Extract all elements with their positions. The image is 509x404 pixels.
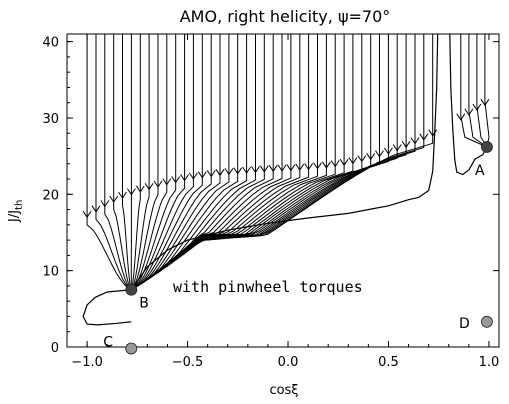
special-curve-right-branch: [130, 33, 439, 291]
trajectory-line: [131, 34, 354, 291]
special-curve-left-hook: [82, 289, 132, 326]
direction-arrow: [357, 155, 367, 163]
trajectory-line: [131, 34, 177, 291]
special-curve-a-well: [449, 33, 488, 176]
direction-arrow: [91, 205, 101, 213]
point-label-b: B: [139, 296, 149, 312]
direction-arrow: [419, 133, 429, 141]
trajectory-line: [86, 34, 132, 291]
x-tick-label: −1.0: [71, 355, 103, 370]
direction-arrow: [82, 210, 92, 219]
direction-arrow: [472, 103, 482, 111]
trajectory-line: [131, 34, 434, 291]
direction-arrow: [428, 129, 438, 137]
y-axis-label-sub: th: [14, 200, 25, 210]
trajectory-line: [131, 34, 301, 291]
x-axis-label: cosξ: [269, 383, 298, 398]
y-tick-label: 20: [42, 188, 59, 203]
trajectory-line: [484, 34, 490, 148]
direction-arrow: [366, 153, 376, 161]
direction-arrow: [392, 144, 402, 152]
direction-arrow: [109, 195, 119, 203]
direction-arrow: [215, 169, 225, 177]
direction-arrow: [456, 113, 466, 121]
direction-arrow: [171, 176, 181, 184]
trajectory-line: [122, 34, 132, 290]
direction-arrow: [242, 166, 252, 174]
y-tick-label: 0: [51, 341, 59, 356]
direction-arrow: [330, 160, 340, 168]
point-a: [481, 141, 493, 153]
direction-arrow: [304, 163, 314, 171]
direction-arrow: [480, 98, 490, 107]
annotation-pinwheel: with pinwheel torques: [173, 278, 363, 296]
direction-arrow: [286, 164, 296, 172]
trajectory-line: [130, 34, 141, 290]
direction-arrow: [135, 185, 145, 193]
direction-arrow: [313, 162, 322, 170]
direction-arrow: [348, 157, 358, 165]
direction-arrow: [295, 163, 305, 171]
direction-arrow: [126, 188, 136, 196]
direction-arrow: [118, 191, 127, 199]
direction-arrow: [162, 178, 172, 186]
direction-arrow: [277, 164, 287, 172]
direction-arrow: [224, 168, 234, 176]
x-tick-label: 0.0: [278, 355, 299, 370]
trajectory-line: [131, 34, 407, 291]
direction-arrow: [233, 167, 243, 175]
x-tick-label: 0.5: [378, 355, 399, 370]
plot-frame: [66, 33, 500, 348]
trajectory-line: [131, 34, 283, 291]
x-tick-label: −0.5: [172, 355, 204, 370]
point-label-d: D: [459, 316, 470, 332]
point-b: [125, 283, 138, 296]
direction-arrow: [268, 164, 278, 173]
point-d: [481, 315, 493, 328]
direction-arrow: [144, 183, 154, 191]
direction-arrows: [82, 98, 490, 219]
trajectory-line: [468, 34, 488, 148]
direction-arrow: [188, 172, 198, 180]
direction-arrow: [259, 165, 269, 173]
direction-arrow: [339, 158, 349, 167]
trajectory-line: [460, 34, 488, 148]
x-tick-label: 1.0: [479, 355, 500, 370]
point-label-a: A: [475, 163, 485, 179]
direction-arrow: [375, 150, 384, 158]
y-axis-label-main: J/J: [7, 210, 22, 223]
direction-arrow: [180, 174, 190, 182]
direction-arrow: [321, 161, 331, 169]
chart-title: AMO, right helicity, ψ=70°: [180, 7, 391, 26]
direction-arrow: [410, 137, 420, 145]
y-tick-label: 40: [42, 36, 59, 51]
point-c: [125, 342, 138, 355]
y-axis-label: J/Jth: [7, 200, 25, 223]
y-axis-label-group: J/Jth: [7, 200, 25, 223]
y-tick-label: 10: [42, 265, 59, 280]
point-label-c: C: [103, 335, 113, 351]
direction-arrow: [251, 166, 260, 174]
direction-arrow: [206, 170, 216, 178]
direction-arrow: [197, 171, 207, 179]
labelled-points: A B C D: [103, 141, 493, 355]
direction-arrow: [464, 108, 474, 116]
direction-arrow: [100, 200, 110, 208]
axes: −1.0 −0.5 0.0 0.5 1.0 0 10 20 30 40: [42, 34, 499, 370]
y-tick-label: 30: [42, 112, 59, 127]
direction-arrow: [153, 180, 163, 188]
direction-arrow: [383, 147, 393, 155]
direction-arrow: [401, 140, 411, 149]
